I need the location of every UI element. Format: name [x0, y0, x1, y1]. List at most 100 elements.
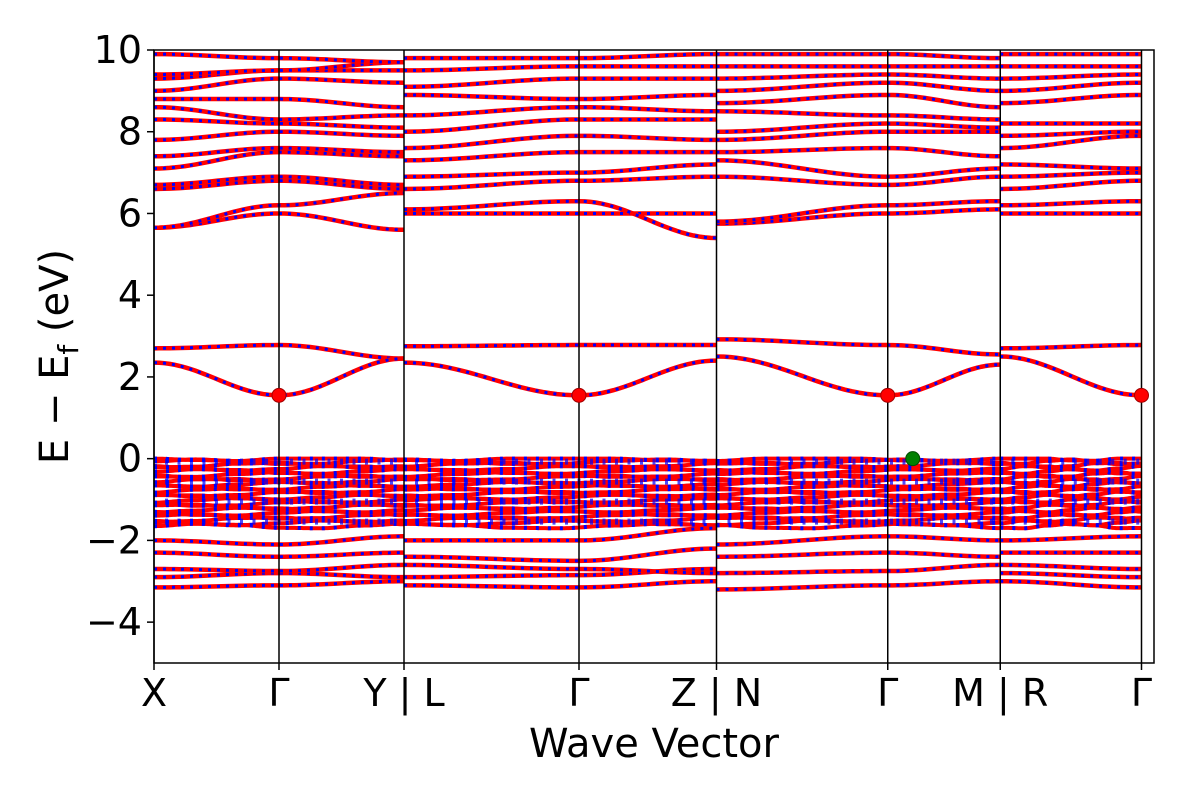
band-line-spin-down: [154, 551, 405, 559]
band-line-spin-down: [1000, 93, 1142, 105]
band-line-spin-up: [403, 358, 717, 398]
band-line-spin-down: [154, 175, 405, 187]
x-tick-label: Y | L: [362, 671, 444, 716]
band-line-spin-up: [716, 51, 1001, 61]
band-line-spin-up: [1000, 170, 1142, 179]
band-line-spin-up: [716, 109, 1001, 122]
band-line-spin-down: [154, 97, 405, 109]
y-axis-label-unit: (eV): [32, 249, 78, 345]
cbm-marker: [880, 387, 896, 403]
band-line-spin-down: [1000, 343, 1142, 350]
band-line-spin-up: [716, 80, 1001, 94]
valence-band-dash: [403, 486, 717, 496]
band-line-spin-up: [1000, 92, 1142, 106]
band-line-spin-down: [154, 579, 405, 589]
band-line-spin-down: [154, 343, 405, 361]
band-line-spin-up: [716, 158, 1001, 179]
band-line-spin-up: [716, 129, 1001, 143]
band-line-spin-up: [1000, 579, 1142, 590]
x-tick-label: Γ: [877, 671, 898, 715]
band-line-spin-down: [154, 534, 405, 546]
plot-frame: [153, 49, 1155, 664]
band-line-spin-up: [1000, 162, 1142, 171]
x-tick-label: M | R: [952, 671, 1048, 716]
band-line-spin-up: [716, 550, 1001, 559]
x-tick-label: X: [141, 671, 167, 715]
band-line-spin-up: [1000, 198, 1142, 208]
valence-band-dash: [403, 457, 717, 466]
band-line-spin-up: [1000, 562, 1142, 572]
valence-band-dash: [403, 521, 717, 531]
x-axis-label: Wave Vector: [529, 721, 780, 767]
band-line-spin-up: [716, 174, 1001, 188]
band-line-spin-up: [716, 354, 1001, 398]
band-line-spin-down: [154, 130, 405, 142]
band-line-spin-down: [154, 105, 405, 121]
band-line-spin-down: [154, 571, 405, 579]
band-line-spin-down: [1000, 579, 1142, 589]
y-ticks: 10 8 6 4 2 0 −2 −4: [86, 28, 154, 644]
valence-band-dash: [403, 502, 717, 512]
y-axis-label: E − Ef (eV): [32, 249, 85, 464]
band-line-spin-up: [716, 562, 1001, 576]
band-line-spin-down: [154, 52, 405, 64]
band-line-spin-down: [154, 117, 405, 130]
cbm-marker: [271, 387, 287, 403]
valence-band-dash: [403, 505, 717, 515]
band-line-spin-down: [1000, 130, 1142, 138]
y-tick-label: −4: [86, 600, 142, 644]
y-tick-label: 2: [118, 355, 142, 399]
valence-band-dash: [403, 495, 717, 505]
valence-band-dash: [403, 467, 717, 476]
band-line-spin-up: [716, 579, 1001, 592]
extrema-markers: [271, 387, 1149, 467]
band-line-spin-down: [154, 146, 405, 158]
band-line-spin-up: [1000, 72, 1142, 81]
band-line-spin-up: [716, 145, 1001, 159]
band-line-spin-up: [1000, 178, 1142, 192]
band-line-spin-up: [403, 546, 717, 564]
valence-band-dash: [403, 515, 717, 525]
y-tick-label: 0: [118, 437, 142, 481]
band-line-spin-down: [1000, 571, 1142, 579]
band-line-spin-down: [1000, 563, 1142, 571]
y-tick-label: −2: [86, 518, 142, 562]
y-axis-label-subscript: f: [52, 344, 85, 355]
y-tick-label: 4: [118, 273, 142, 317]
band-line-spin-down: [154, 68, 404, 81]
band-line-spin-down: [1000, 171, 1142, 179]
valence-band-dash: [403, 492, 717, 502]
band-line-spin-down: [1000, 162, 1142, 171]
vbm-marker: [905, 451, 921, 467]
band-line-spin-down: [1000, 534, 1142, 542]
band-line-spin-down: [1000, 81, 1142, 93]
x-ticks: X Γ Y | L Γ Z | N Γ M | R Γ: [141, 663, 1152, 716]
valence-band-dash: [403, 512, 717, 521]
valence-band-dash: [403, 483, 717, 492]
band-line-spin-down: [1000, 134, 1142, 150]
band-line-spin-up: [1000, 534, 1142, 543]
y-axis-label-main: E − E: [32, 355, 78, 465]
band-line-spin-down: [154, 179, 405, 191]
x-tick-label: Γ: [568, 671, 589, 715]
band-line-spin-up: [1000, 570, 1142, 580]
band-line-spin-down: [154, 563, 405, 573]
band-line-spin-down: [403, 199, 717, 240]
band-line-spin-up: [716, 337, 1001, 357]
band-line-spin-up: [716, 534, 1001, 547]
y-tick-label: 10: [94, 28, 142, 72]
valence-band-dash: [403, 473, 717, 483]
x-tick-label: Γ: [1131, 671, 1152, 715]
band-line-spin-down: [154, 60, 405, 77]
band-line-spin-down: [403, 359, 717, 397]
band-line-spin-down: [1000, 199, 1142, 207]
cbm-marker: [571, 387, 587, 403]
x-tick-label: Γ: [268, 671, 289, 715]
band-line-spin-up: [1000, 80, 1142, 94]
valence-band-dash: [403, 456, 717, 464]
x-tick-label: Z | N: [671, 671, 762, 716]
bands-layer: [154, 51, 1142, 592]
y-tick-label: 8: [118, 110, 142, 154]
band-line-spin-up: [716, 92, 1001, 110]
